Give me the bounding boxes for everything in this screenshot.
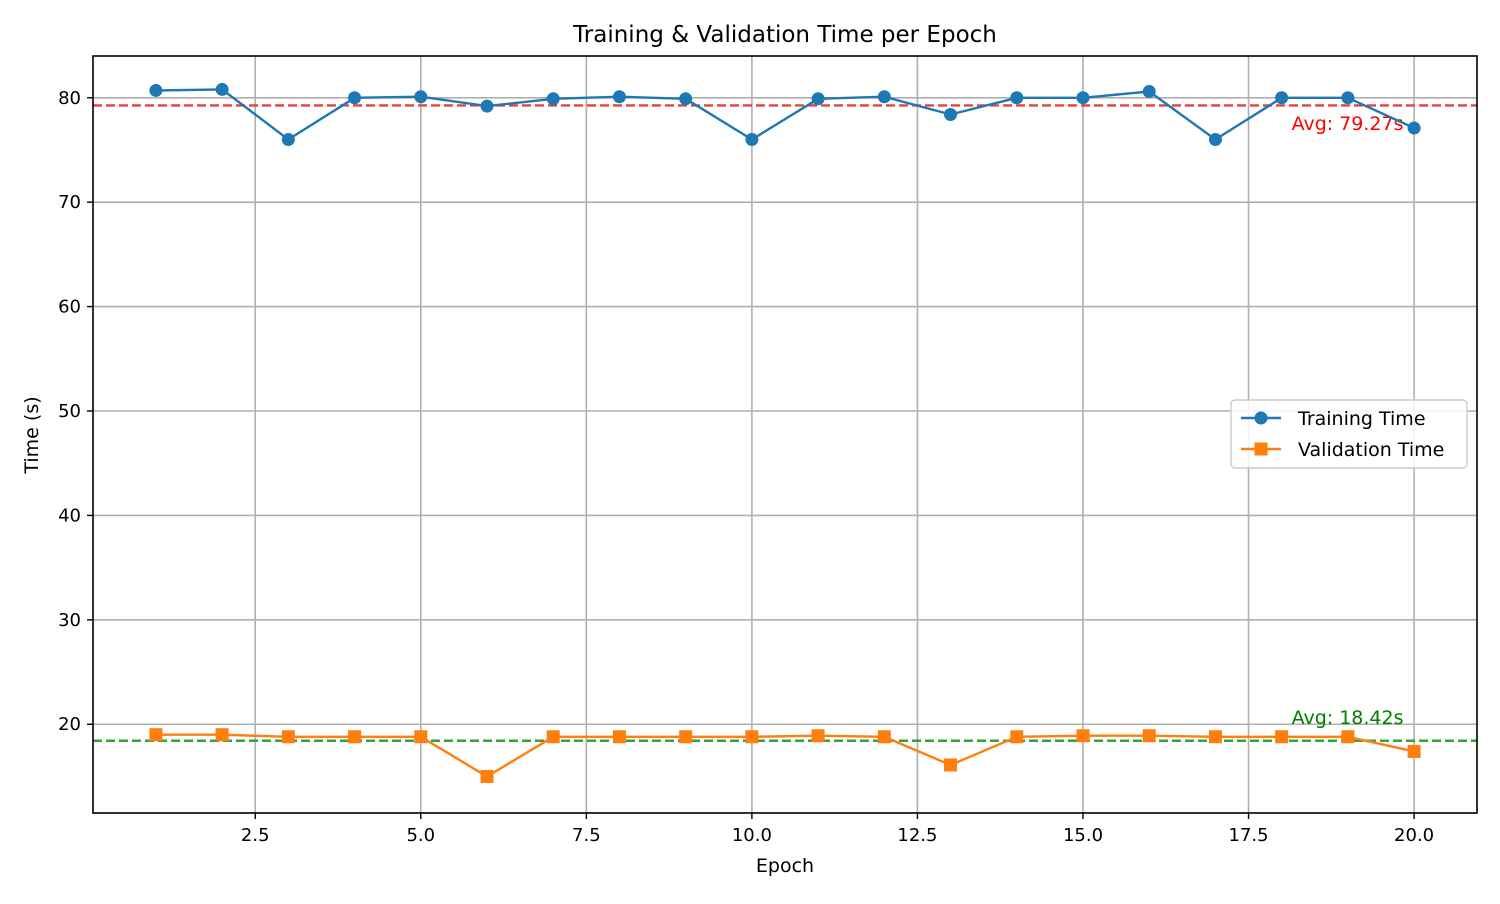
data-point bbox=[1407, 121, 1421, 135]
x-tick-label: 7.5 bbox=[572, 825, 601, 846]
legend-marker-2 bbox=[1254, 442, 1268, 456]
average-label-2: Avg: 18.42s bbox=[1292, 707, 1404, 729]
data-point bbox=[811, 92, 825, 106]
data-point bbox=[1208, 133, 1222, 147]
series-line-2 bbox=[155, 733, 1415, 778]
data-point bbox=[745, 133, 759, 147]
data-point bbox=[877, 730, 891, 744]
x-tick-label: 15.0 bbox=[1063, 825, 1103, 846]
data-point bbox=[811, 729, 825, 743]
data-point bbox=[1076, 91, 1090, 105]
data-point bbox=[480, 769, 494, 783]
y-tick-label: 80 bbox=[58, 88, 81, 109]
x-tick-label: 20.0 bbox=[1394, 825, 1434, 846]
data-point bbox=[1341, 730, 1355, 744]
data-point bbox=[281, 133, 295, 147]
x-tick-label: 17.5 bbox=[1229, 825, 1269, 846]
data-point bbox=[149, 83, 163, 97]
data-point bbox=[281, 730, 295, 744]
legend-label-1: Training Time bbox=[1297, 408, 1426, 430]
data-point bbox=[414, 730, 428, 744]
data-point bbox=[149, 728, 163, 742]
y-tick-label: 20 bbox=[58, 714, 81, 735]
reference-lines: Avg: 79.27s Avg: 18.42s bbox=[93, 104, 1477, 742]
x-tick-label: 2.5 bbox=[241, 825, 270, 846]
grid bbox=[93, 56, 1477, 813]
data-point bbox=[480, 99, 494, 113]
data-point bbox=[1010, 730, 1024, 744]
y-tick-label: 70 bbox=[58, 192, 81, 213]
data-point bbox=[414, 90, 428, 104]
y-tick-label: 50 bbox=[58, 401, 81, 422]
y-tick-label: 60 bbox=[58, 297, 81, 318]
x-tick-label: 5.0 bbox=[406, 825, 435, 846]
axes: 2.5 5.0 7.5 10.0 12.5 15.0 17.5 20.0 20 30 40 50 60 7… bbox=[58, 55, 1478, 846]
average-label-1: Avg: 79.27s bbox=[1292, 113, 1404, 135]
y-tick-label: 40 bbox=[58, 505, 81, 526]
legend-marker-1 bbox=[1254, 411, 1268, 425]
data-point bbox=[1010, 91, 1024, 105]
data-point bbox=[546, 730, 560, 744]
data-point bbox=[1142, 85, 1156, 99]
data-point bbox=[348, 91, 362, 105]
data-point bbox=[877, 90, 891, 104]
data-point bbox=[612, 730, 626, 744]
data-point bbox=[215, 728, 229, 742]
data-point bbox=[679, 730, 693, 744]
data-point bbox=[1275, 730, 1289, 744]
legend-box bbox=[1230, 399, 1468, 469]
y-tick-label: 30 bbox=[58, 610, 81, 631]
data-point bbox=[1208, 730, 1222, 744]
data-point bbox=[546, 92, 560, 106]
plot-frame bbox=[92, 55, 1478, 814]
x-axis-label: Epoch bbox=[756, 855, 814, 877]
data-point bbox=[944, 107, 958, 121]
data-point bbox=[1275, 91, 1289, 105]
series-line-1 bbox=[155, 88, 1415, 141]
data-point bbox=[745, 730, 759, 744]
x-tick-label: 10.0 bbox=[732, 825, 772, 846]
legend-label-2: Validation Time bbox=[1298, 439, 1444, 461]
data-point bbox=[215, 82, 229, 96]
legend: Training Time Validation Time bbox=[1230, 399, 1468, 469]
data-point bbox=[348, 730, 362, 744]
data-point bbox=[612, 90, 626, 104]
data-point bbox=[1407, 744, 1421, 758]
data-point bbox=[944, 758, 958, 772]
data-point bbox=[679, 92, 693, 106]
data-point bbox=[1142, 729, 1156, 743]
data-point bbox=[1076, 729, 1090, 743]
data-series bbox=[149, 82, 1421, 783]
chart-title: Training & Validation Time per Epoch bbox=[572, 22, 997, 48]
y-axis-label: Time (s) bbox=[21, 396, 43, 474]
x-tick-label: 12.5 bbox=[897, 825, 937, 846]
data-point bbox=[1341, 91, 1355, 105]
